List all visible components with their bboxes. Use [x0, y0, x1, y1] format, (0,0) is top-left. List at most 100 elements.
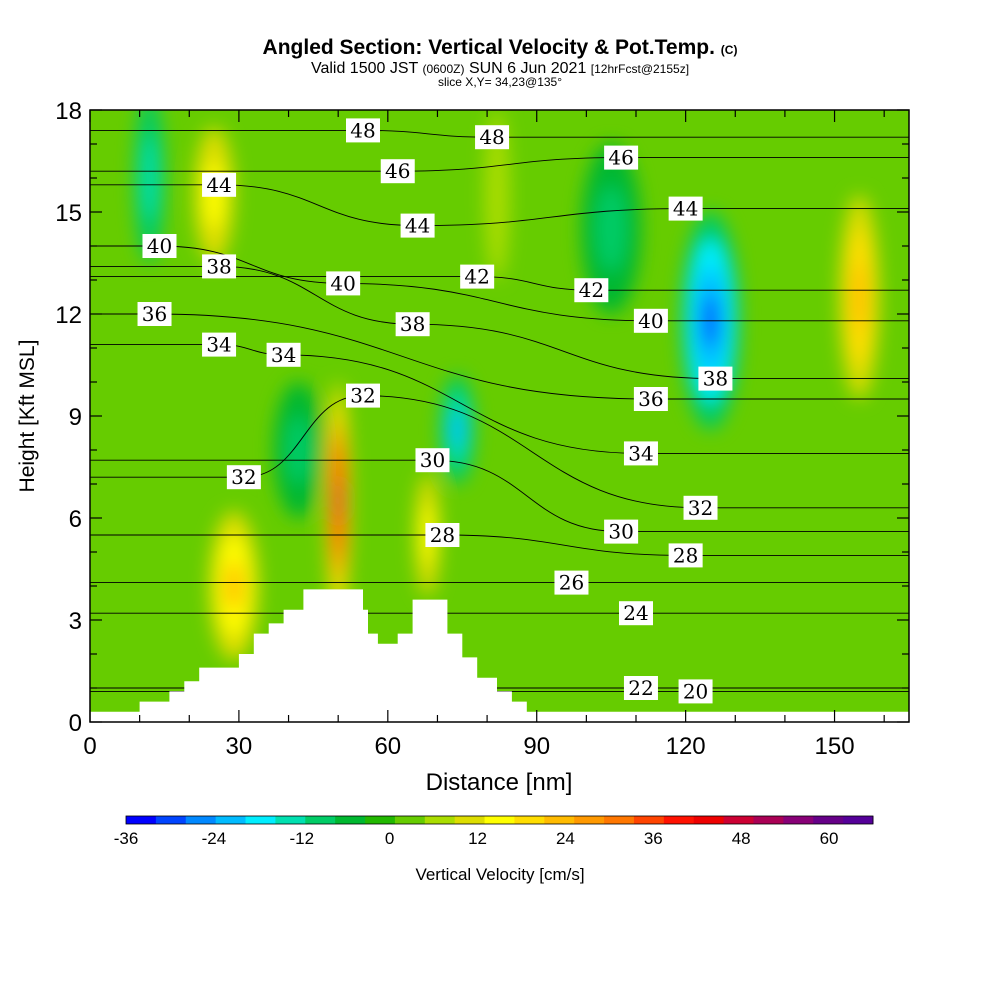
colorbar-tick-label: 60	[820, 829, 839, 848]
x-tick-label: 90	[523, 733, 550, 760]
isentrope-label: 32	[683, 495, 718, 520]
colorbar-tick-label: -36	[114, 829, 139, 848]
colorbar-swatch	[633, 816, 665, 824]
x-tick-label: 30	[226, 733, 253, 760]
svg-text:22: 22	[628, 676, 653, 700]
isentrope-label: 32	[226, 465, 261, 490]
colorbar-swatch	[335, 816, 366, 824]
isentrope-label: 32	[346, 383, 380, 408]
valid-time: Valid 1500 JST (0600Z) SUN 6 Jun 2021 [1…	[310, 60, 690, 77]
colorbar-swatch	[693, 816, 725, 824]
colorbar-swatch	[484, 816, 515, 824]
svg-text:32: 32	[350, 384, 375, 408]
colorbar-swatch	[514, 816, 545, 824]
colorbar-swatch	[604, 816, 635, 824]
isentrope-label: 46	[380, 159, 415, 184]
isentrope-label: 38	[202, 254, 237, 279]
svg-text:38: 38	[206, 254, 231, 278]
isentrope-label: 40	[633, 308, 668, 333]
svg-text:48: 48	[350, 118, 375, 142]
colorbar-swatch	[753, 816, 784, 824]
y-tick-label: 18	[55, 98, 82, 125]
colorbar-swatch	[365, 816, 396, 824]
svg-text:44: 44	[673, 197, 698, 221]
colorbar-swatch	[215, 816, 247, 824]
svg-text:48: 48	[479, 125, 504, 149]
colorbar-swatch	[126, 816, 157, 824]
svg-text:42: 42	[464, 265, 489, 289]
colorbar-swatch	[783, 816, 814, 824]
isentrope-label: 22	[623, 676, 658, 700]
colorbar-swatch	[155, 816, 187, 824]
y-axis-label: Height [Kft MSL]	[16, 340, 39, 493]
svg-text:30: 30	[420, 448, 445, 472]
isentrope-line	[90, 534, 909, 556]
x-tick-label: 0	[83, 733, 96, 760]
svg-text:34: 34	[206, 333, 231, 357]
isentrope-label: 44	[202, 172, 237, 197]
velocity-region	[286, 416, 311, 484]
svg-text:26: 26	[559, 571, 584, 595]
isentrope-line	[90, 265, 909, 380]
velocity-region	[852, 263, 866, 331]
isentrope-label: 30	[604, 519, 639, 544]
isentrope-label: 38	[395, 312, 430, 337]
y-tick-label: 15	[55, 200, 82, 227]
svg-text:36: 36	[142, 302, 167, 326]
isentrope-label: 44	[400, 213, 435, 238]
svg-text:32: 32	[688, 496, 713, 520]
colorbar-swatch	[275, 816, 306, 824]
svg-text:46: 46	[608, 146, 633, 170]
isentrope-labels: 48 48 46 46 44 44 44 40 40 40 42 42 38 38 38 36 36 34 34 34…	[137, 118, 733, 704]
svg-text:42: 42	[579, 278, 604, 302]
isentrope-label: 34	[623, 441, 658, 466]
isentrope-label: 48	[475, 125, 510, 150]
colorbar-swatch	[424, 816, 456, 824]
x-axis-label: Distance [nm]	[426, 769, 573, 796]
x-tick-label: 60	[374, 733, 401, 760]
svg-text:20: 20	[683, 679, 708, 703]
svg-text:28: 28	[430, 523, 455, 547]
svg-text:30: 30	[608, 520, 633, 544]
colorbar-swatch	[813, 816, 844, 824]
isentrope-label: 24	[619, 601, 653, 626]
colorbar-tick-label: 12	[468, 829, 487, 848]
svg-text:36: 36	[638, 387, 663, 411]
isentrope-line	[90, 157, 909, 172]
terrain	[90, 589, 909, 722]
colorbar-swatch	[723, 816, 754, 824]
y-tick-label: 3	[69, 608, 82, 635]
isentrope-label: 20	[678, 679, 713, 704]
isentrope-label: 48	[346, 118, 380, 143]
colorbar-swatch	[663, 816, 695, 824]
colorbar-swatch	[574, 816, 605, 824]
isentrope-label: 40	[142, 234, 177, 258]
y-tick-label: 9	[69, 404, 82, 431]
colorbar-tick-label: -12	[289, 829, 314, 848]
y-tick-label: 6	[69, 506, 82, 533]
colorbar-tick-label: 24	[556, 829, 575, 848]
colorbar-swatch	[305, 816, 336, 824]
colorbar-swatch	[394, 816, 426, 824]
isentrope-line	[90, 344, 909, 454]
colorbar-swatch	[185, 816, 217, 824]
velocity-field	[134, 110, 880, 661]
svg-text:40: 40	[638, 309, 663, 333]
svg-text:44: 44	[405, 214, 430, 238]
svg-text:40: 40	[330, 271, 355, 295]
isentrope-label: 36	[633, 387, 668, 411]
isentrope-label: 34	[266, 342, 301, 367]
velocity-region	[225, 561, 243, 611]
svg-text:24: 24	[623, 601, 648, 625]
svg-text:32: 32	[231, 465, 256, 489]
terrain-mask	[90, 589, 909, 722]
isentrope-line	[90, 276, 909, 291]
isentrope-label: 46	[604, 145, 639, 170]
isentrope-label: 26	[554, 570, 589, 595]
svg-text:46: 46	[385, 159, 410, 183]
isentrope-label: 36	[137, 302, 172, 326]
isentrope-line	[90, 395, 909, 509]
colorbar-tick-label: 36	[644, 829, 663, 848]
